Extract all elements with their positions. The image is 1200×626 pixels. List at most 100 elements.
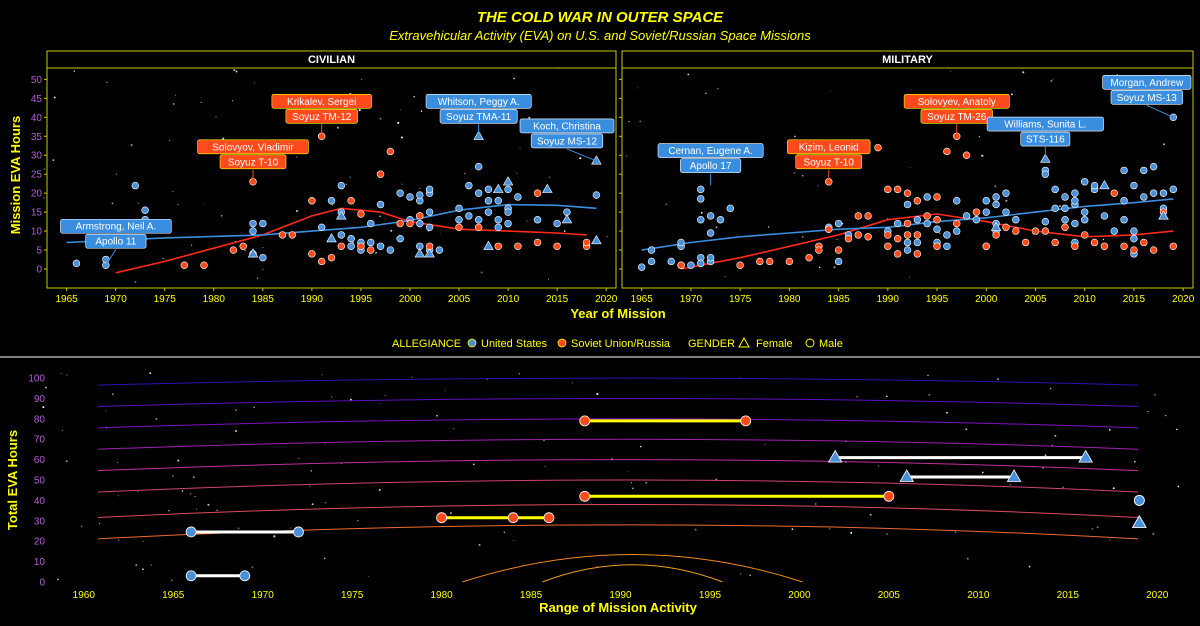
data-point-ussr — [1061, 223, 1069, 232]
data-point-us — [1130, 234, 1138, 243]
data-point-ussr — [317, 257, 326, 266]
star — [1010, 93, 1013, 96]
data-point-us — [367, 238, 375, 247]
background-arc — [97, 418, 1139, 429]
data-point-ussr — [903, 189, 912, 197]
data-point-ussr — [1041, 227, 1050, 235]
star — [596, 392, 599, 396]
legend-us-label: United States — [481, 338, 548, 350]
star — [886, 533, 888, 535]
star — [189, 493, 192, 495]
data-point-us — [1090, 181, 1099, 190]
data-point-female — [1158, 210, 1169, 220]
x-tick-label: 1990 — [301, 294, 324, 305]
x-tick-label: 1965 — [55, 294, 78, 305]
star — [749, 574, 751, 577]
star — [384, 394, 386, 396]
data-point-us — [1002, 208, 1010, 216]
data-point-us — [933, 225, 941, 233]
star — [168, 139, 171, 142]
star — [1176, 428, 1178, 431]
data-point-female — [483, 240, 494, 250]
data-point-ussr — [913, 250, 922, 258]
star — [290, 527, 292, 529]
star — [836, 239, 838, 241]
annotation-mission: Soyuz MS-12 — [537, 136, 597, 147]
star — [234, 429, 237, 433]
star — [739, 573, 742, 575]
data-point-us — [249, 227, 257, 235]
x-tick-label: 2010 — [967, 590, 990, 601]
star — [171, 579, 173, 581]
data-point-ussr — [677, 261, 685, 269]
lower-y-axis-title: Total EVA Hours — [5, 430, 20, 530]
data-point-us — [962, 212, 971, 220]
star — [665, 203, 667, 206]
star — [478, 543, 481, 546]
star — [135, 564, 138, 567]
data-point-us — [697, 195, 705, 203]
star — [485, 462, 487, 464]
data-point-ussr — [903, 231, 912, 239]
y-tick-label: 0 — [36, 265, 42, 276]
data-point-us — [1002, 189, 1010, 197]
data-point-ussr — [893, 250, 902, 258]
upper-y-axis-title: Mission EVA Hours — [8, 116, 23, 234]
data-point-us — [474, 216, 483, 224]
x-tick-label: 2010 — [1074, 294, 1097, 305]
star — [379, 215, 382, 218]
star — [579, 157, 582, 160]
star — [200, 101, 202, 103]
annotation-name-box — [197, 139, 309, 155]
data-point-ussr — [1149, 246, 1158, 254]
data-point-ussr — [308, 250, 316, 258]
annotation-mission-box — [1110, 90, 1183, 105]
data-point-us — [406, 193, 414, 201]
legend: ALLEGIANCE United States Soviet Union/Ru… — [392, 336, 843, 350]
data-point-us — [494, 223, 502, 232]
data-point-ussr — [416, 212, 424, 220]
annotation-mission: Apollo 11 — [95, 237, 136, 248]
data-point-us — [1061, 216, 1069, 224]
annotation-name-box — [986, 116, 1104, 132]
star — [73, 70, 76, 72]
star — [1133, 460, 1136, 463]
star — [1052, 78, 1054, 80]
chart-title: THE COLD WAR IN OUTER SPACE — [477, 9, 724, 26]
star — [215, 116, 217, 118]
data-point-us — [647, 246, 656, 254]
data-point-us — [484, 197, 493, 205]
annotation-name: Morgan, Andrew — [1110, 78, 1184, 89]
star — [190, 244, 193, 246]
star — [324, 443, 326, 445]
star — [791, 528, 794, 530]
range-marker-us — [1133, 494, 1145, 506]
star — [544, 466, 546, 468]
star — [705, 92, 707, 95]
data-point-us — [455, 204, 463, 213]
y-tick-label: 25 — [31, 170, 43, 181]
data-point-ussr — [874, 143, 882, 152]
data-point-us — [347, 242, 355, 250]
star — [628, 471, 629, 473]
star — [115, 173, 117, 175]
star — [310, 469, 313, 472]
data-point-us — [1061, 204, 1069, 213]
star — [105, 410, 107, 412]
data-point-female — [247, 248, 259, 258]
star — [106, 81, 108, 84]
x-tick-label: 1970 — [680, 294, 703, 305]
data-point-us — [553, 219, 561, 228]
background-arc — [97, 377, 1139, 386]
star — [336, 126, 339, 129]
chart-subtitle: Extravehicular Activity (EVA) on U.S. an… — [389, 28, 811, 43]
data-point-us — [425, 185, 434, 194]
star — [436, 414, 438, 417]
x-tick-label: 1970 — [252, 590, 275, 601]
star — [1177, 485, 1180, 488]
star — [1070, 241, 1072, 244]
star — [637, 87, 639, 89]
annotation-mission-box — [530, 133, 604, 149]
data-point-ussr — [1110, 189, 1118, 197]
data-point-us — [923, 193, 931, 201]
